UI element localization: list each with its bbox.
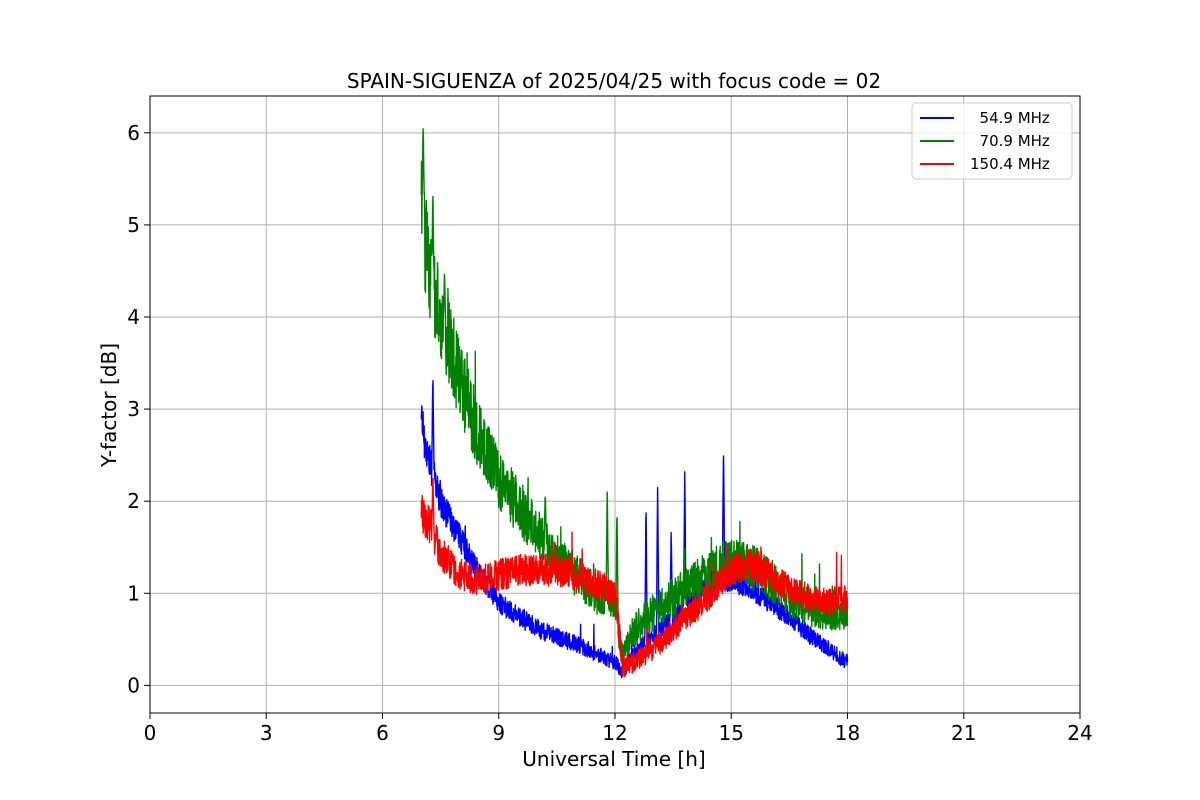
y-axis-label: Y-factor [dB] (97, 343, 121, 468)
y-tick-label: 6 (127, 121, 140, 145)
y-tick-label: 4 (127, 305, 140, 329)
x-tick-label: 9 (492, 721, 505, 745)
x-tick-label: 18 (835, 721, 860, 745)
x-tick-label: 6 (376, 721, 389, 745)
series-line-3 (420, 477, 849, 678)
x-tick-label: 12 (602, 721, 627, 745)
x-tick-label: 3 (260, 721, 273, 745)
y-tick-label: 0 (127, 673, 140, 697)
legend: 54.9 MHz 70.9 MHz 150.4 MHz (911, 102, 1073, 180)
x-tick-label: 24 (1067, 721, 1092, 745)
y-tick-label: 3 (127, 397, 140, 421)
x-tick-label: 0 (144, 721, 157, 745)
legend-box (911, 102, 1073, 180)
x-axis-label: Universal Time [h] (522, 747, 705, 771)
legend-label-3: 150.4 MHz (970, 155, 1050, 173)
plot-area (420, 128, 849, 679)
legend-label-2: 70.9 MHz (970, 132, 1050, 150)
y-tick-label: 2 (127, 489, 140, 513)
y-tick-label: 5 (127, 213, 140, 237)
x-tick-label: 15 (719, 721, 744, 745)
legend-label-1: 54.9 MHz (970, 109, 1050, 127)
y-tick-label: 1 (127, 581, 140, 605)
series-layer (420, 128, 849, 679)
x-tick-label: 21 (951, 721, 976, 745)
chart-title: SPAIN-SIGUENZA of 2025/04/25 with focus … (347, 69, 881, 93)
